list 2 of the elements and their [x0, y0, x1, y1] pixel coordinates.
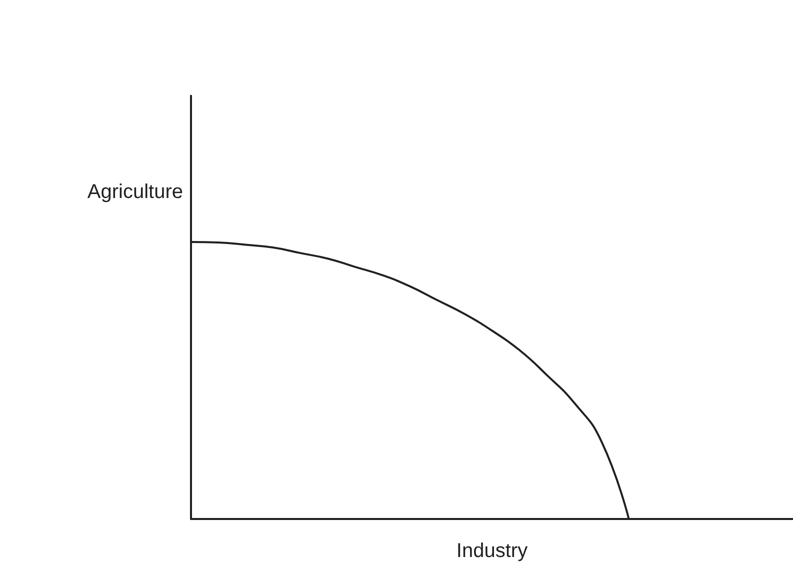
x-axis-title: Industry [456, 540, 528, 562]
y-axis-title: Agriculture [87, 181, 183, 203]
